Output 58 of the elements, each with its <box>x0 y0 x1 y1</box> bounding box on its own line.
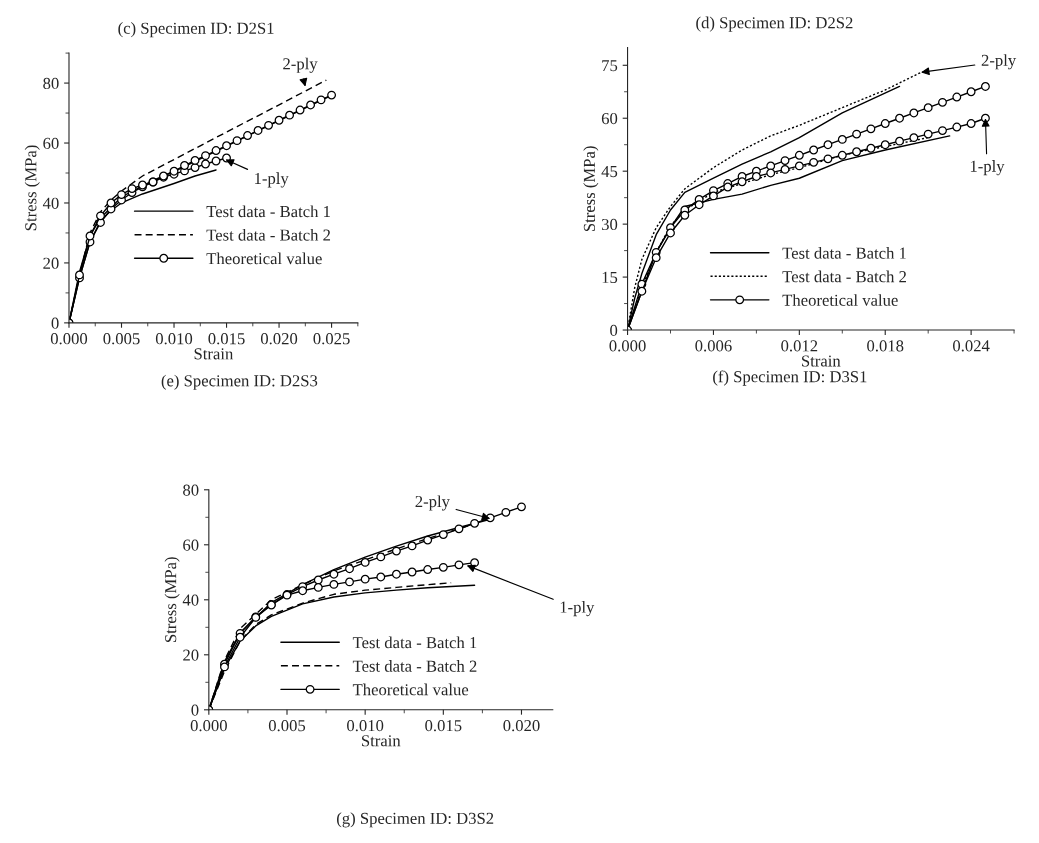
x-tick-label: 0.020 <box>260 333 298 345</box>
x-tick-label: 0.024 <box>953 340 990 352</box>
annotation: 1-ply <box>255 172 289 188</box>
legend-label: Theoretical value <box>206 252 322 265</box>
x-axis-title: Strain <box>362 735 401 747</box>
y-tick-label: 0 <box>610 324 618 336</box>
x-tick-label: 0.006 <box>695 340 732 352</box>
y-tick-label: 0 <box>51 317 59 329</box>
text: (e) Specimen ID: D2S3 <box>161 374 318 390</box>
x-tick-label: 0.000 <box>609 340 646 352</box>
y-tick-label: 40 <box>42 197 59 209</box>
y-tick-label: 40 <box>182 594 199 606</box>
x-tick-label: 0.010 <box>155 333 193 345</box>
legend-label: Test data - Batch 2 <box>206 228 331 241</box>
chart-title: (c) Specimen ID: D2S1 <box>118 22 274 38</box>
x-tick-label: 0.020 <box>503 720 540 732</box>
y-axis-title: Stress (MPa) <box>24 145 40 231</box>
chart-title: (d) Specimen ID: D2S2 <box>696 16 853 32</box>
text: (g) Specimen ID: D3S2 <box>336 812 494 828</box>
x-tick-label: 0.015 <box>425 720 462 732</box>
x-tick-label: 0.005 <box>268 720 306 732</box>
x-tick-label: 0.000 <box>190 720 227 732</box>
x-axis-title: Strain <box>802 355 841 367</box>
y-tick-label: 20 <box>43 257 59 269</box>
y-tick-label: 30 <box>601 218 618 231</box>
x-tick-label: 0.025 <box>313 333 350 345</box>
x-tick-label: 0.015 <box>208 333 245 345</box>
y-tick-label: 15 <box>602 271 618 284</box>
legend-label: Test data - Batch 1 <box>206 205 330 218</box>
y-tick-label: 20 <box>183 649 199 661</box>
annotation: 1-ply <box>970 160 1005 176</box>
y-tick-label: 45 <box>601 165 618 178</box>
y-tick-label: 80 <box>183 484 199 496</box>
legend-label: Theoretical value <box>782 294 898 306</box>
annotation: 2-ply <box>415 495 450 511</box>
annotation: 1-ply <box>560 601 595 617</box>
x-tick-label: 0.005 <box>103 333 140 345</box>
y-tick-label: 75 <box>602 60 618 72</box>
x-tick-label: 0.012 <box>781 340 818 352</box>
legend-label: Theoretical value <box>352 683 469 696</box>
annotation: 2-ply <box>981 54 1017 70</box>
y-tick-label: 60 <box>43 137 59 149</box>
x-tick-label: 0.000 <box>50 333 88 345</box>
x-tick-label: 0.018 <box>867 340 904 352</box>
legend-label: Test data - Batch 1 <box>782 247 906 259</box>
y-axis-title: Stress (MPa) <box>583 146 599 231</box>
x-tick-label: 0.010 <box>347 720 384 732</box>
y-axis-title: Stress (MPa) <box>164 557 180 642</box>
y-tick-label: 80 <box>43 77 59 90</box>
annotation: 2-ply <box>283 57 318 73</box>
y-tick-label: 60 <box>183 539 199 551</box>
legend-label: Test data - Batch 2 <box>782 270 906 283</box>
x-axis-title: Strain <box>194 348 234 360</box>
legend-label: Test data - Batch 1 <box>352 636 477 649</box>
text: (f) Specimen ID: D3S1 <box>713 370 867 386</box>
legend-label: Test data - Batch 2 <box>352 660 477 672</box>
y-tick-label: 0 <box>191 704 199 716</box>
y-tick-label: 60 <box>601 112 618 125</box>
